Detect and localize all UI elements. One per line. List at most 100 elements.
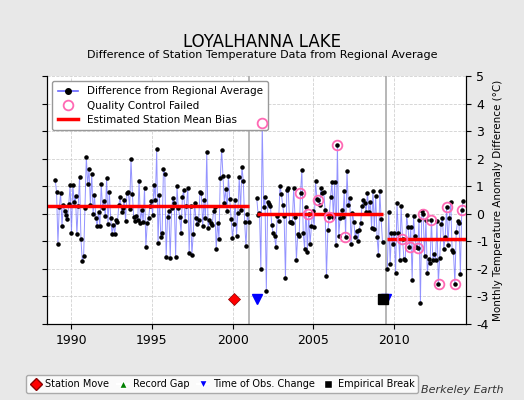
Point bbox=[176, 213, 184, 220]
Point bbox=[369, 188, 377, 194]
Point bbox=[104, 221, 112, 227]
Point bbox=[125, 206, 134, 212]
Point bbox=[331, 179, 339, 185]
Point bbox=[183, 184, 192, 191]
Point bbox=[320, 189, 328, 195]
Point bbox=[345, 195, 354, 201]
Point bbox=[217, 146, 226, 153]
Point bbox=[167, 205, 176, 211]
Point bbox=[59, 202, 68, 208]
Point bbox=[88, 171, 96, 177]
Point bbox=[430, 251, 439, 258]
Point bbox=[262, 288, 270, 294]
Point bbox=[337, 206, 346, 213]
Point bbox=[241, 219, 249, 225]
Point bbox=[208, 222, 216, 229]
Point bbox=[81, 205, 89, 211]
Point bbox=[154, 240, 162, 247]
Point bbox=[90, 192, 99, 198]
Point bbox=[391, 270, 400, 276]
Point bbox=[322, 273, 331, 279]
Point bbox=[377, 216, 385, 222]
Point bbox=[446, 198, 455, 205]
Point bbox=[94, 208, 103, 215]
Point bbox=[62, 211, 70, 218]
Point bbox=[307, 223, 315, 229]
Point bbox=[289, 185, 298, 192]
Point bbox=[347, 241, 355, 247]
Point bbox=[438, 214, 446, 221]
Point bbox=[424, 256, 433, 262]
Point bbox=[215, 235, 223, 242]
Point bbox=[298, 167, 306, 173]
Point bbox=[398, 236, 407, 242]
Point bbox=[63, 216, 72, 222]
Point bbox=[396, 257, 404, 263]
Point bbox=[117, 209, 126, 215]
Point bbox=[456, 271, 465, 277]
Point bbox=[419, 211, 428, 218]
Point bbox=[228, 234, 237, 241]
Point bbox=[138, 207, 146, 213]
Point bbox=[89, 211, 97, 217]
Point bbox=[342, 234, 350, 240]
Point bbox=[105, 189, 114, 196]
Point bbox=[132, 212, 140, 219]
Point bbox=[134, 217, 142, 223]
Point bbox=[177, 229, 185, 236]
Point bbox=[442, 204, 451, 210]
Point bbox=[232, 232, 241, 239]
Point bbox=[411, 233, 419, 240]
Point bbox=[291, 214, 299, 220]
Point bbox=[69, 182, 77, 188]
Point bbox=[441, 234, 450, 240]
Point bbox=[78, 258, 86, 264]
Point bbox=[155, 192, 163, 199]
Point bbox=[343, 168, 351, 174]
Point bbox=[82, 154, 91, 160]
Point bbox=[335, 233, 343, 239]
Text: LOYALHANNA LAKE: LOYALHANNA LAKE bbox=[183, 33, 341, 51]
Point bbox=[412, 244, 420, 250]
Point bbox=[189, 231, 198, 237]
Point bbox=[437, 221, 445, 227]
Point bbox=[448, 247, 456, 253]
Point bbox=[268, 222, 276, 228]
Point bbox=[224, 173, 233, 180]
Point bbox=[165, 208, 173, 214]
Point bbox=[258, 120, 266, 126]
Point bbox=[96, 223, 104, 230]
Point bbox=[354, 237, 362, 244]
Point bbox=[270, 233, 279, 240]
Point bbox=[328, 179, 336, 186]
Point bbox=[420, 253, 429, 259]
Point bbox=[222, 186, 230, 192]
Point bbox=[325, 214, 333, 220]
Point bbox=[86, 202, 95, 208]
Point bbox=[445, 214, 454, 221]
Point bbox=[386, 261, 394, 267]
Point bbox=[444, 242, 452, 248]
Point bbox=[284, 184, 292, 191]
Point bbox=[92, 214, 100, 221]
Point bbox=[60, 208, 69, 214]
Point bbox=[171, 254, 180, 260]
Point bbox=[124, 189, 133, 195]
Point bbox=[389, 240, 397, 247]
Point bbox=[365, 209, 373, 216]
Point bbox=[390, 230, 398, 236]
Point bbox=[85, 166, 93, 173]
Point bbox=[255, 210, 264, 216]
Point bbox=[51, 177, 59, 183]
Point bbox=[242, 243, 250, 250]
Point bbox=[174, 205, 182, 212]
Point bbox=[383, 265, 391, 272]
Point bbox=[109, 222, 117, 228]
Point bbox=[459, 198, 467, 204]
Point bbox=[225, 196, 234, 202]
Point bbox=[272, 244, 280, 250]
Point bbox=[292, 257, 301, 264]
Point bbox=[152, 146, 161, 152]
Point bbox=[453, 218, 462, 224]
Point bbox=[141, 244, 150, 250]
